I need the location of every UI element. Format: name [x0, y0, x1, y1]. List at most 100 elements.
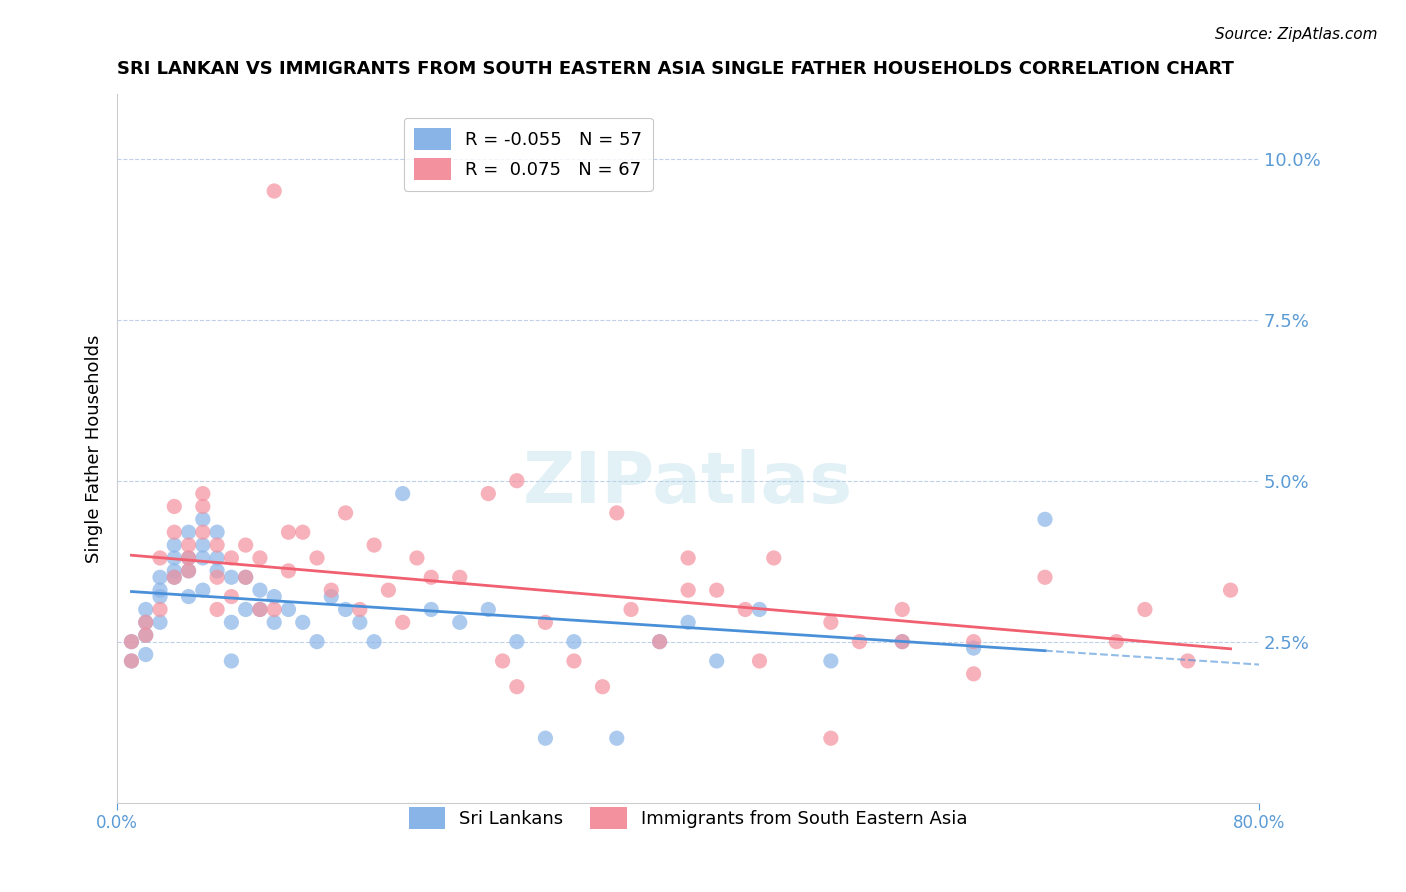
Point: [163, 570, 186, 584]
Point: [249, 551, 271, 566]
Y-axis label: Single Father Households: Single Father Households: [86, 334, 103, 563]
Point: [121, 654, 143, 668]
Point: [449, 615, 471, 630]
Point: [648, 634, 671, 648]
Point: [420, 602, 443, 616]
Point: [891, 634, 914, 648]
Point: [149, 590, 172, 604]
Point: [506, 680, 529, 694]
Point: [377, 583, 399, 598]
Point: [177, 564, 200, 578]
Point: [135, 602, 157, 616]
Point: [1133, 602, 1156, 616]
Point: [335, 602, 357, 616]
Point: [135, 628, 157, 642]
Point: [121, 654, 143, 668]
Point: [562, 654, 585, 668]
Point: [235, 602, 257, 616]
Point: [506, 474, 529, 488]
Point: [205, 551, 228, 566]
Point: [734, 602, 756, 616]
Point: [706, 654, 728, 668]
Point: [177, 564, 200, 578]
Point: [592, 680, 614, 694]
Point: [191, 512, 214, 526]
Point: [221, 570, 243, 584]
Point: [363, 634, 385, 648]
Point: [249, 583, 271, 598]
Point: [477, 602, 499, 616]
Point: [349, 615, 371, 630]
Point: [891, 634, 914, 648]
Point: [962, 641, 984, 656]
Point: [191, 500, 214, 514]
Point: [606, 731, 628, 746]
Point: [277, 525, 299, 540]
Point: [277, 602, 299, 616]
Point: [848, 634, 870, 648]
Point: [305, 551, 328, 566]
Point: [820, 731, 842, 746]
Point: [263, 184, 285, 198]
Point: [235, 538, 257, 552]
Point: [221, 590, 243, 604]
Point: [163, 551, 186, 566]
Point: [321, 590, 343, 604]
Point: [191, 486, 214, 500]
Point: [1033, 512, 1056, 526]
Point: [149, 602, 172, 616]
Point: [321, 583, 343, 598]
Point: [420, 570, 443, 584]
Text: SRI LANKAN VS IMMIGRANTS FROM SOUTH EASTERN ASIA SINGLE FATHER HOUSEHOLDS CORREL: SRI LANKAN VS IMMIGRANTS FROM SOUTH EAST…: [117, 60, 1234, 78]
Point: [277, 564, 299, 578]
Point: [491, 654, 513, 668]
Point: [748, 602, 770, 616]
Text: Source: ZipAtlas.com: Source: ZipAtlas.com: [1215, 27, 1378, 42]
Point: [1177, 654, 1199, 668]
Point: [191, 583, 214, 598]
Point: [562, 634, 585, 648]
Point: [221, 551, 243, 566]
Point: [762, 551, 785, 566]
Point: [149, 615, 172, 630]
Point: [249, 602, 271, 616]
Point: [135, 615, 157, 630]
Point: [748, 654, 770, 668]
Point: [962, 666, 984, 681]
Point: [263, 602, 285, 616]
Point: [406, 551, 429, 566]
Point: [534, 731, 557, 746]
Point: [820, 615, 842, 630]
Point: [363, 538, 385, 552]
Point: [506, 634, 529, 648]
Point: [177, 538, 200, 552]
Point: [477, 486, 499, 500]
Point: [305, 634, 328, 648]
Point: [263, 615, 285, 630]
Point: [121, 634, 143, 648]
Point: [221, 615, 243, 630]
Point: [121, 634, 143, 648]
Point: [291, 525, 314, 540]
Point: [820, 654, 842, 668]
Point: [135, 648, 157, 662]
Point: [391, 615, 413, 630]
Point: [449, 570, 471, 584]
Point: [191, 551, 214, 566]
Point: [135, 615, 157, 630]
Point: [149, 583, 172, 598]
Point: [163, 538, 186, 552]
Point: [135, 628, 157, 642]
Point: [335, 506, 357, 520]
Point: [706, 583, 728, 598]
Point: [221, 654, 243, 668]
Point: [606, 506, 628, 520]
Point: [349, 602, 371, 616]
Point: [177, 590, 200, 604]
Point: [177, 525, 200, 540]
Point: [391, 486, 413, 500]
Legend: R = -0.055   N = 57, R =  0.075   N = 67: R = -0.055 N = 57, R = 0.075 N = 67: [404, 118, 652, 191]
Point: [962, 634, 984, 648]
Point: [205, 525, 228, 540]
Point: [620, 602, 643, 616]
